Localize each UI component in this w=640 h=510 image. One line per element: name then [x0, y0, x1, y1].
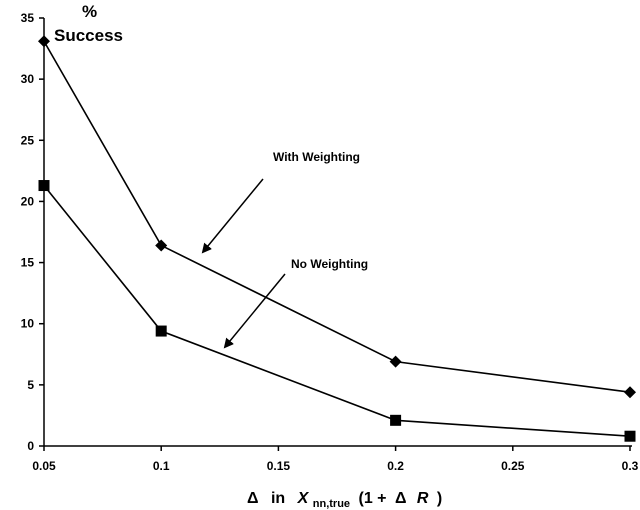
series-0-point-0 — [38, 35, 50, 48]
x-tick-label: 0.25 — [501, 459, 525, 473]
series-1-point-1 — [155, 325, 167, 337]
series-line-1 — [43, 185, 631, 438]
axes — [43, 18, 632, 447]
series-line-0 — [43, 40, 631, 393]
x-tick-label: 0.1 — [153, 459, 170, 473]
x-label-in: in — [271, 490, 285, 507]
x-label-delta-r: Δ — [395, 490, 407, 507]
x-label-open: (1 + — [358, 490, 386, 507]
y-axis-label: % Success — [54, 2, 123, 45]
x-label-var: X — [297, 490, 310, 507]
y-tick-label: 0 — [27, 439, 34, 453]
y-tick-label: 5 — [27, 378, 34, 392]
with-weighting-arrow — [201, 178, 264, 254]
series-1-point-2 — [390, 414, 402, 426]
series-layer — [38, 35, 636, 442]
y-ticks: 0 5 10 15 20 25 30 35 — [21, 11, 44, 453]
y-tick-label: 35 — [21, 11, 35, 25]
x-label-close: ) — [437, 490, 442, 507]
series-0-point-2 — [389, 355, 402, 368]
annotations: With Weighting No Weighting — [201, 150, 368, 349]
x-axis-label: Δ in X nn,true (1 + Δ R ) — [247, 490, 442, 510]
x-tick-label: 0.15 — [267, 459, 291, 473]
series-0-point-3 — [624, 386, 636, 399]
series-1-point-0 — [38, 180, 50, 192]
y-tick-label: 15 — [21, 256, 35, 270]
x-label-subscript: nn,true — [313, 498, 350, 510]
x-axis-label-text: Δ in X nn,true (1 + Δ R ) — [247, 490, 442, 510]
x-tick-label: 0.2 — [387, 459, 404, 473]
y-tick-label: 20 — [21, 194, 35, 208]
x-tick-label: 0.05 — [32, 459, 56, 473]
y-tick-label: 10 — [21, 317, 35, 331]
series-0-point-1 — [155, 239, 168, 252]
y-axis-label-percent: % — [82, 2, 97, 21]
y-tick-label: 30 — [21, 72, 35, 86]
x-tick-label: 0.3 — [622, 459, 639, 473]
x-label-r: R — [417, 490, 429, 507]
no-weighting-label: No Weighting — [291, 257, 368, 271]
x-label-delta: Δ — [247, 490, 259, 507]
x-ticks: 0.05 0.1 0.15 0.2 0.25 0.3 — [32, 446, 639, 473]
with-weighting-label: With Weighting — [273, 150, 360, 164]
no-weighting-arrow — [223, 273, 286, 349]
y-axis-label-success: Success — [54, 26, 123, 45]
y-tick-label: 25 — [21, 133, 35, 147]
series-1-point-3 — [624, 430, 636, 442]
